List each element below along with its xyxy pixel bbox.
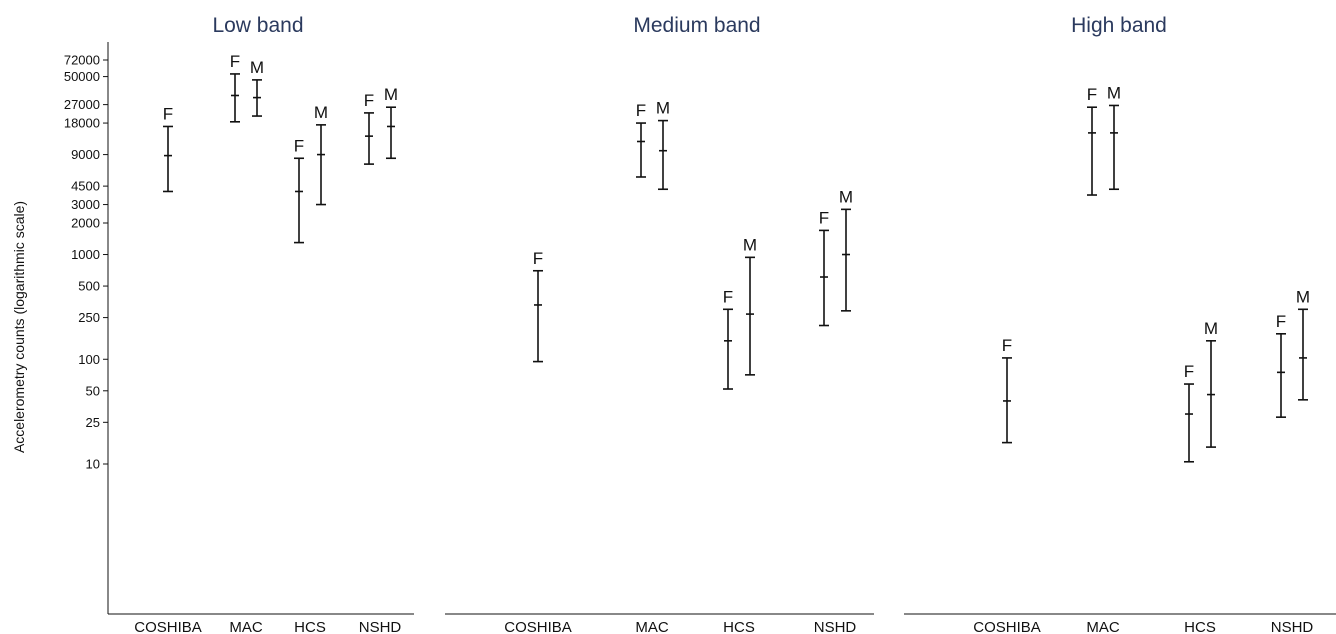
panel-title: Medium band [633,14,760,37]
y-tick-label: 50 [86,383,100,398]
y-tick-label: 2000 [71,216,100,231]
y-tick-label: 1000 [71,247,100,262]
y-tick-label: 10 [86,457,100,472]
y-tick-label: 9000 [71,147,100,162]
errorbar-mac-f: F [636,101,646,178]
y-tick-label: 72000 [64,53,100,68]
sex-label: F [636,101,646,120]
errorbar-nshd-m: M [839,187,853,312]
errorbar-coshiba-f: F [163,104,173,193]
panel-title: High band [1071,14,1167,37]
sex-label: M [1296,287,1310,306]
y-tick-label: 25 [86,415,100,430]
errorbar-nshd-f: F [364,91,374,165]
sex-label: M [1204,319,1218,338]
sex-label: F [819,208,829,227]
y-tick-label: 50000 [64,69,100,84]
errorbar-hcs-m: M [1204,319,1218,448]
sex-label: F [1276,312,1286,331]
x-category-label: HCS [723,619,755,634]
sex-label: M [1107,83,1121,102]
sex-label: M [250,58,264,77]
errorbar-coshiba-f: F [1002,336,1012,444]
x-category-label: HCS [294,619,326,634]
x-category-label: MAC [635,619,669,634]
sex-label: F [364,91,374,110]
errorbar-mac-m: M [656,99,670,191]
sex-label: F [723,287,733,306]
x-category-label: NSHD [359,619,402,634]
panel-title: Low band [212,14,303,37]
sex-label: F [533,249,543,268]
sex-label: M [656,99,670,118]
x-category-label: COSHIBA [973,619,1041,634]
errorbar-nshd-m: M [384,85,398,160]
sex-label: F [230,52,240,71]
sex-label: F [1087,85,1097,104]
y-tick-label: 100 [78,352,100,367]
y-tick-label: 27000 [64,97,100,112]
errorbar-mac-m: M [250,58,264,117]
sex-label: M [384,85,398,104]
y-tick-label: 500 [78,279,100,294]
errorbar-hcs-m: M [314,103,328,206]
errorbar-coshiba-f: F [533,249,543,363]
errorbar-mac-f: F [1087,85,1097,196]
sex-label: M [839,187,853,206]
errorbar-hcs-m: M [743,235,757,376]
sex-label: F [1002,336,1012,355]
x-category-label: MAC [1086,619,1120,634]
errorbar-mac-f: F [230,52,240,123]
x-category-label: COSHIBA [504,619,572,634]
plot-area: Accelerometry counts (logarithmic scale)… [11,14,1336,634]
errorbar-nshd-m: M [1296,287,1310,401]
sex-label: F [294,136,304,155]
x-category-label: COSHIBA [134,619,202,634]
errorbar-nshd-f: F [819,208,829,327]
y-tick-label: 18000 [64,116,100,131]
sex-label: M [743,235,757,254]
errorbar-hcs-f: F [1184,362,1194,463]
errorbar-hcs-f: F [294,136,304,244]
sex-label: M [314,103,328,122]
errorbar-nshd-f: F [1276,312,1286,418]
errorbar-hcs-f: F [723,287,733,390]
sex-label: F [163,104,173,123]
y-tick-label: 3000 [71,197,100,212]
sex-label: F [1184,362,1194,381]
x-category-label: NSHD [814,619,857,634]
x-category-label: MAC [229,619,263,634]
y-tick-label: 250 [78,310,100,325]
errorbar-mac-m: M [1107,83,1121,191]
y-tick-label: 4500 [71,179,100,194]
y-axis-label: Accelerometry counts (logarithmic scale) [11,201,27,453]
x-category-label: HCS [1184,619,1216,634]
x-category-label: NSHD [1271,619,1314,634]
